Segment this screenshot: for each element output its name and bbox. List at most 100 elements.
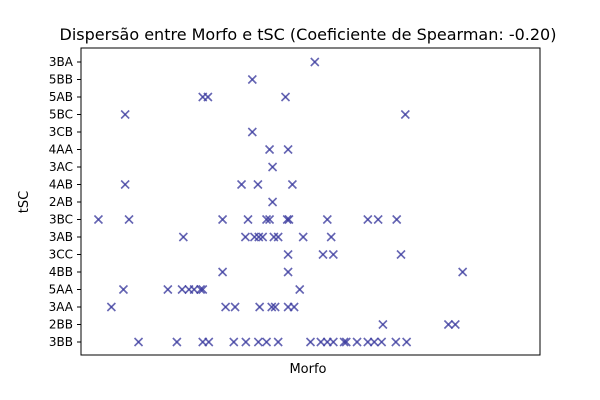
- data-point: [93, 214, 104, 225]
- data-point: [273, 337, 283, 347]
- data-point: [163, 284, 173, 295]
- data-points: [93, 57, 468, 347]
- x-axis-label: Morfo: [289, 362, 326, 377]
- y-tick-label: 5AB: [49, 90, 73, 104]
- data-point: [280, 92, 291, 102]
- y-tick-label: 4AB: [49, 178, 73, 192]
- y-tick-label: 5BC: [49, 108, 73, 122]
- data-point: [258, 232, 268, 242]
- y-axis-label: tSC: [17, 191, 32, 213]
- y-tick-label: 3AB: [49, 230, 73, 244]
- data-point: [310, 57, 320, 67]
- data-point: [341, 337, 351, 347]
- data-point: [295, 284, 305, 295]
- data-point: [118, 284, 129, 295]
- data-point: [402, 337, 412, 347]
- data-point: [120, 179, 130, 190]
- y-tick-label: 4AA: [49, 143, 74, 157]
- data-point: [458, 267, 468, 277]
- data-point: [328, 249, 338, 260]
- data-point: [261, 214, 272, 225]
- data-point: [289, 302, 299, 312]
- data-point: [203, 92, 213, 102]
- data-point: [243, 214, 253, 225]
- data-point: [283, 249, 293, 260]
- data-point: [189, 284, 199, 295]
- data-point: [284, 214, 294, 225]
- data-point: [124, 214, 134, 225]
- data-point: [261, 337, 272, 347]
- data-point: [196, 284, 206, 295]
- y-axis: 3BB 2BB 3AA 5AA 4BB 3CC 3AB 3BC 2AB 4AB 3AC 4AA 3CB 5…: [49, 55, 81, 349]
- data-point: [326, 232, 336, 242]
- data-point: [264, 214, 275, 225]
- data-point: [255, 302, 265, 312]
- data-point: [230, 302, 240, 312]
- y-tick-label: 3BA: [49, 55, 74, 69]
- data-point: [283, 144, 293, 155]
- data-point: [282, 214, 292, 225]
- data-point: [177, 284, 187, 295]
- data-point: [253, 337, 263, 347]
- data-point: [316, 337, 326, 347]
- y-tick-label: 3BC: [49, 213, 73, 227]
- data-point: [198, 284, 208, 295]
- y-tick-label: 3CC: [49, 248, 73, 262]
- data-point: [287, 179, 297, 190]
- data-point: [298, 232, 308, 242]
- data-point: [328, 337, 338, 347]
- data-point: [253, 179, 263, 190]
- data-point: [318, 249, 328, 260]
- data-point: [241, 337, 251, 347]
- data-point: [247, 74, 257, 85]
- data-point: [221, 302, 231, 312]
- data-point: [249, 232, 260, 242]
- data-point: [378, 319, 388, 330]
- data-point: [400, 109, 410, 120]
- data-point: [172, 337, 182, 347]
- data-point: [229, 337, 239, 347]
- y-tick-label: 5BB: [49, 73, 73, 87]
- plot-frame: [80, 47, 541, 356]
- data-point: [443, 319, 453, 330]
- y-tick-label: 3AA: [49, 300, 74, 314]
- data-point: [218, 267, 228, 277]
- data-point: [363, 337, 373, 347]
- y-tick-label: 4BB: [49, 265, 73, 279]
- data-point: [267, 302, 277, 312]
- data-point: [396, 249, 406, 260]
- y-tick-label: 3AC: [49, 160, 73, 174]
- data-point: [264, 144, 275, 155]
- data-point: [178, 232, 188, 242]
- data-point: [391, 337, 401, 347]
- y-tick-label: 2AB: [49, 195, 73, 209]
- data-point: [450, 319, 460, 330]
- data-point: [236, 179, 247, 190]
- data-point: [133, 337, 144, 347]
- data-point: [322, 214, 332, 225]
- data-point: [339, 337, 349, 347]
- data-point: [363, 214, 373, 225]
- data-point: [254, 232, 264, 242]
- y-tick-label: 3BB: [49, 335, 73, 349]
- data-point: [269, 232, 279, 242]
- data-point: [106, 302, 116, 312]
- y-tick-label: 5AA: [49, 283, 74, 297]
- y-tick-label: 3CB: [49, 125, 73, 139]
- data-point: [218, 214, 228, 225]
- data-point: [268, 162, 278, 172]
- data-point: [247, 127, 257, 137]
- data-point: [273, 232, 283, 242]
- chart-title: Dispersão entre Morfo e tSC (Coeficiente…: [60, 25, 557, 44]
- y-tick-label: 2BB: [49, 318, 73, 332]
- data-point: [377, 337, 387, 347]
- data-point: [392, 214, 402, 225]
- data-point: [240, 232, 250, 242]
- data-point: [352, 337, 362, 347]
- data-point: [373, 214, 383, 225]
- data-point: [283, 267, 293, 277]
- data-point: [204, 337, 214, 347]
- data-point: [270, 302, 280, 312]
- data-point: [369, 337, 379, 347]
